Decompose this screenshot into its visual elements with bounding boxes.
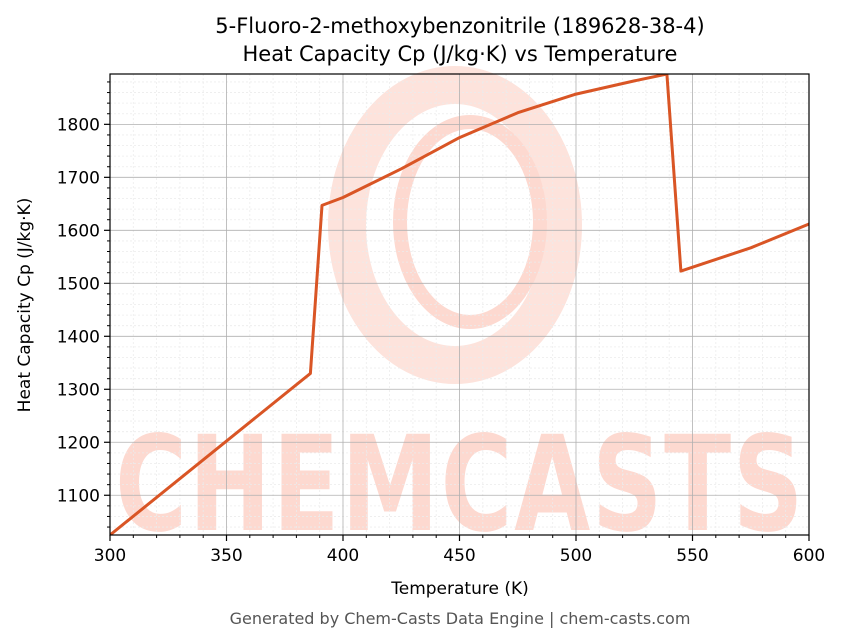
y-tick-label: 1700 <box>57 168 100 188</box>
x-tick-label: 600 <box>793 546 825 566</box>
x-tick-label: 400 <box>327 546 359 566</box>
x-axis-label: Temperature (K) <box>390 579 529 599</box>
chart-title: 5-Fluoro-2-methoxybenzonitrile (189628-3… <box>215 14 704 38</box>
y-tick-label: 1600 <box>57 221 100 241</box>
chart-subtitle: Heat Capacity Cp (J/kg·K) vs Temperature <box>243 42 678 66</box>
y-tick-label: 1300 <box>57 380 100 400</box>
x-tick-label: 350 <box>210 546 242 566</box>
watermark: CHEMCASTS <box>115 66 803 562</box>
y-axis-label: Heat Capacity Cp (J/kg·K) <box>15 198 35 413</box>
y-tick-label: 1100 <box>57 486 100 506</box>
footer-credit: Generated by Chem-Casts Data Engine | ch… <box>230 609 691 628</box>
x-tick-label: 300 <box>94 546 126 566</box>
y-tick-label: 1200 <box>57 433 100 453</box>
x-tick-label: 500 <box>560 546 592 566</box>
cp-series-line <box>110 74 809 535</box>
series-layer <box>110 74 809 535</box>
axis-ticks <box>104 81 810 541</box>
y-tick-labels: 1100 1200 1300 1400 1500 1600 1700 1800 <box>57 115 100 506</box>
y-tick-label: 1400 <box>57 327 100 347</box>
y-tick-label: 1500 <box>57 274 100 294</box>
x-tick-label: 550 <box>676 546 708 566</box>
x-tick-labels: 300 350 400 450 500 550 600 <box>94 546 825 566</box>
watermark-logo-icon <box>328 66 582 384</box>
y-tick-label: 1800 <box>57 115 100 135</box>
x-tick-label: 450 <box>443 546 475 566</box>
